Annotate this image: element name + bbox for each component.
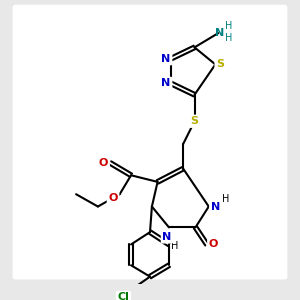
- Text: H: H: [222, 194, 230, 204]
- Text: N: N: [161, 54, 171, 64]
- Text: S: S: [190, 116, 199, 126]
- Text: Cl: Cl: [118, 292, 129, 300]
- Text: S: S: [216, 59, 224, 69]
- Text: N: N: [161, 78, 171, 88]
- Text: O: O: [108, 193, 118, 203]
- Text: N: N: [211, 202, 220, 212]
- Text: H: H: [225, 33, 232, 43]
- Text: H: H: [225, 21, 232, 31]
- Text: O: O: [209, 239, 218, 249]
- FancyBboxPatch shape: [13, 5, 287, 280]
- Text: N: N: [162, 232, 172, 242]
- Text: N: N: [215, 28, 225, 38]
- Text: O: O: [99, 158, 108, 168]
- Text: H: H: [171, 241, 178, 251]
